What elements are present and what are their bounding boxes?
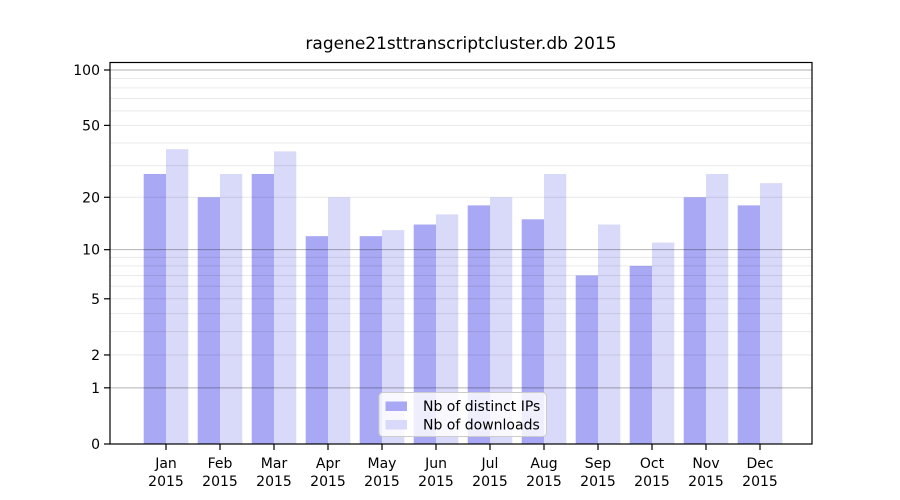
- bar-downloads-sep: [598, 224, 621, 444]
- x-tick-label-month-may: May: [368, 456, 397, 472]
- x-tick-label-month-aug: Aug: [530, 456, 557, 472]
- x-tick-label-month-jun: Jun: [424, 456, 447, 472]
- x-tick-label-month-oct: Oct: [640, 456, 665, 472]
- x-tick-label-month-apr: Apr: [316, 456, 340, 472]
- x-tick-label-year-jun: 2015: [418, 474, 454, 490]
- y-tick-label-1: 1: [91, 381, 100, 397]
- legend-box: [378, 392, 547, 437]
- x-tick-label-year-may: 2015: [364, 474, 400, 490]
- x-tick-label-month-sep: Sep: [585, 456, 612, 472]
- x-tick-label-year-sep: 2015: [580, 474, 616, 490]
- y-tick-label-10: 10: [82, 243, 100, 259]
- bar-distinct-ips-nov: [683, 197, 706, 444]
- x-tick-label-year-feb: 2015: [202, 474, 238, 490]
- x-tick-label-month-nov: Nov: [692, 456, 719, 472]
- x-tick-label-month-dec: Dec: [746, 456, 773, 472]
- bar-distinct-ips-feb: [197, 197, 220, 444]
- bar-downloads-jan: [166, 149, 189, 444]
- bar-distinct-ips-jul: [467, 205, 490, 444]
- x-tick-label-month-mar: Mar: [261, 456, 288, 472]
- bar-downloads-mar: [274, 151, 297, 444]
- y-tick-label-50: 50: [82, 118, 100, 134]
- bar-downloads-feb: [220, 173, 243, 445]
- bar-downloads-dec: [760, 183, 783, 444]
- y-tick-label-100: 100: [73, 63, 100, 79]
- x-tick-label-year-jan: 2015: [148, 474, 184, 490]
- bar-distinct-ips-sep: [575, 275, 598, 444]
- bar-distinct-ips-dec: [737, 205, 760, 444]
- x-tick-label-year-dec: 2015: [742, 474, 778, 490]
- x-tick-label-year-apr: 2015: [310, 474, 346, 490]
- bar-distinct-ips-oct: [629, 265, 652, 444]
- y-tick-label-0: 0: [91, 437, 100, 453]
- x-tick-label-year-oct: 2015: [634, 474, 670, 490]
- bar-downloads-may: [382, 230, 405, 444]
- x-tick-label-year-mar: 2015: [256, 474, 292, 490]
- x-tick-label-year-nov: 2015: [688, 474, 724, 490]
- legend-swatch-downloads: [385, 420, 407, 430]
- bar-distinct-ips-aug: [521, 219, 544, 444]
- x-tick-label-year-jul: 2015: [472, 474, 508, 490]
- plot-border: [109, 61, 813, 445]
- y-tick-label-5: 5: [91, 292, 100, 308]
- x-tick-label-year-aug: 2015: [526, 474, 562, 490]
- y-tick-label-2: 2: [91, 348, 100, 364]
- bar-distinct-ips-apr: [305, 236, 328, 444]
- bar-downloads-jun: [436, 214, 459, 444]
- x-tick-label-month-jan: Jan: [154, 456, 177, 472]
- legend-swatch-distinct-ips: [385, 401, 407, 411]
- bar-distinct-ips-may: [359, 236, 382, 444]
- x-tick-label-month-jul: Jul: [481, 456, 499, 472]
- bar-distinct-ips-jan: [143, 173, 166, 445]
- bar-downloads-jul: [490, 197, 513, 444]
- legend-label-distinct-ips: Nb of distinct IPs: [423, 399, 540, 415]
- y-tick-label-20: 20: [82, 190, 100, 206]
- x-tick-label-month-feb: Feb: [208, 456, 233, 472]
- bar-distinct-ips-jun: [413, 224, 436, 444]
- bar-downloads-nov: [706, 173, 729, 445]
- bar-downloads-aug: [544, 173, 567, 445]
- bar-downloads-apr: [328, 197, 351, 444]
- bar-downloads-oct: [652, 242, 675, 444]
- chart-title: ragene21sttranscriptcluster.db 2015: [305, 34, 617, 54]
- legend-label-downloads: Nb of downloads: [423, 418, 540, 434]
- bar-distinct-ips-mar: [251, 173, 274, 445]
